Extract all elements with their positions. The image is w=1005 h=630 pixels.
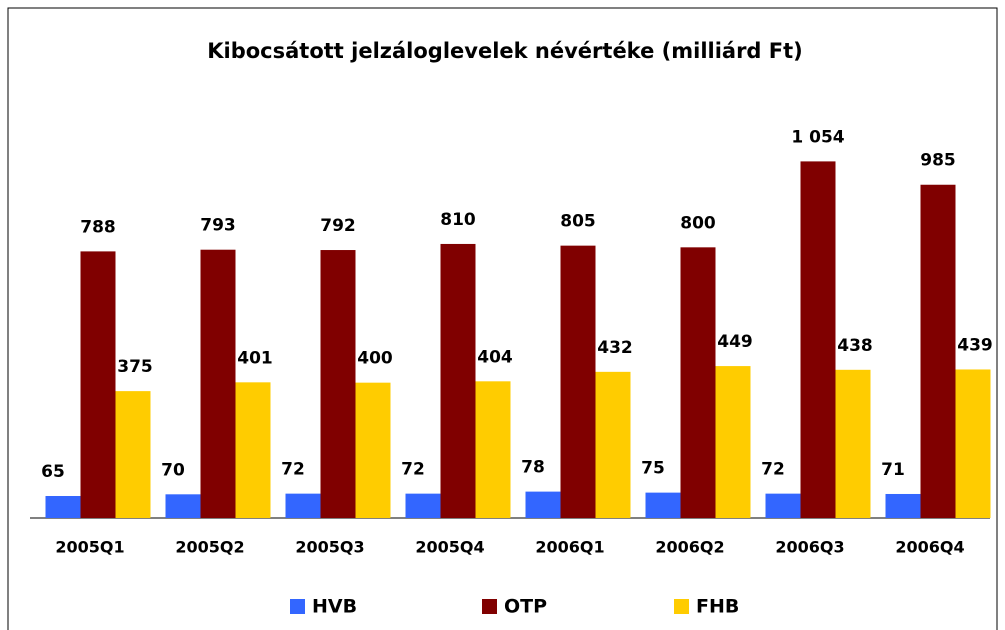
data-label: 438 [837, 336, 873, 356]
legend-label: FHB [696, 596, 739, 618]
bar [525, 491, 561, 518]
bar [45, 496, 81, 518]
data-label: 375 [117, 357, 153, 377]
data-label: 78 [521, 458, 545, 478]
x-tick-label: 2005Q3 [295, 538, 364, 557]
data-label: 800 [680, 213, 716, 233]
bar [405, 493, 441, 518]
bar [200, 249, 236, 518]
data-label: 75 [641, 459, 665, 479]
data-label: 792 [320, 216, 356, 236]
bar [595, 371, 631, 518]
bar [320, 250, 356, 519]
data-label: 404 [477, 347, 513, 367]
data-label: 72 [761, 460, 785, 480]
bar [355, 382, 391, 518]
bar [715, 366, 751, 518]
data-label: 810 [440, 210, 476, 230]
data-label: 65 [41, 462, 65, 482]
data-label: 72 [401, 460, 425, 480]
data-label: 1 054 [791, 127, 844, 147]
data-label: 401 [237, 348, 273, 368]
chart-frame [7, 7, 998, 630]
bar [115, 391, 151, 518]
bar [560, 245, 596, 518]
bar [285, 493, 321, 518]
bar [235, 382, 271, 518]
x-tick-label: 2006Q1 [535, 538, 604, 557]
data-label: 439 [957, 335, 993, 355]
bar [800, 161, 836, 518]
data-label: 70 [161, 460, 185, 480]
data-label: 793 [200, 216, 236, 236]
bar [475, 381, 511, 518]
legend-label: OTP [504, 596, 547, 618]
bar [955, 369, 991, 518]
legend-label: HVB [312, 596, 357, 618]
chart-title: Kibocsátott jelzáloglevelek névértéke (m… [207, 39, 803, 63]
x-tick-label: 2006Q2 [655, 538, 724, 557]
bar [885, 493, 921, 518]
data-label: 985 [920, 151, 956, 171]
data-label: 71 [881, 460, 905, 480]
data-label: 432 [597, 338, 633, 358]
legend-swatch [674, 599, 689, 614]
bar [165, 494, 201, 518]
bar [440, 243, 476, 518]
legend-swatch [290, 599, 305, 614]
legend-swatch [482, 599, 497, 614]
x-tick-label: 2006Q4 [895, 538, 964, 557]
bar [80, 251, 116, 519]
data-label: 400 [357, 349, 393, 369]
x-tick-label: 2005Q4 [415, 538, 484, 557]
data-label: 788 [80, 217, 116, 237]
data-label: 72 [281, 460, 305, 480]
bar [920, 184, 956, 518]
bar [680, 247, 716, 519]
x-tick-label: 2005Q1 [55, 538, 124, 557]
data-label: 449 [717, 332, 753, 352]
bar [765, 493, 801, 518]
bar [835, 369, 871, 518]
bar [645, 492, 681, 518]
x-tick-label: 2006Q3 [775, 538, 844, 557]
x-tick-label: 2005Q2 [175, 538, 244, 557]
data-label: 805 [560, 212, 596, 232]
